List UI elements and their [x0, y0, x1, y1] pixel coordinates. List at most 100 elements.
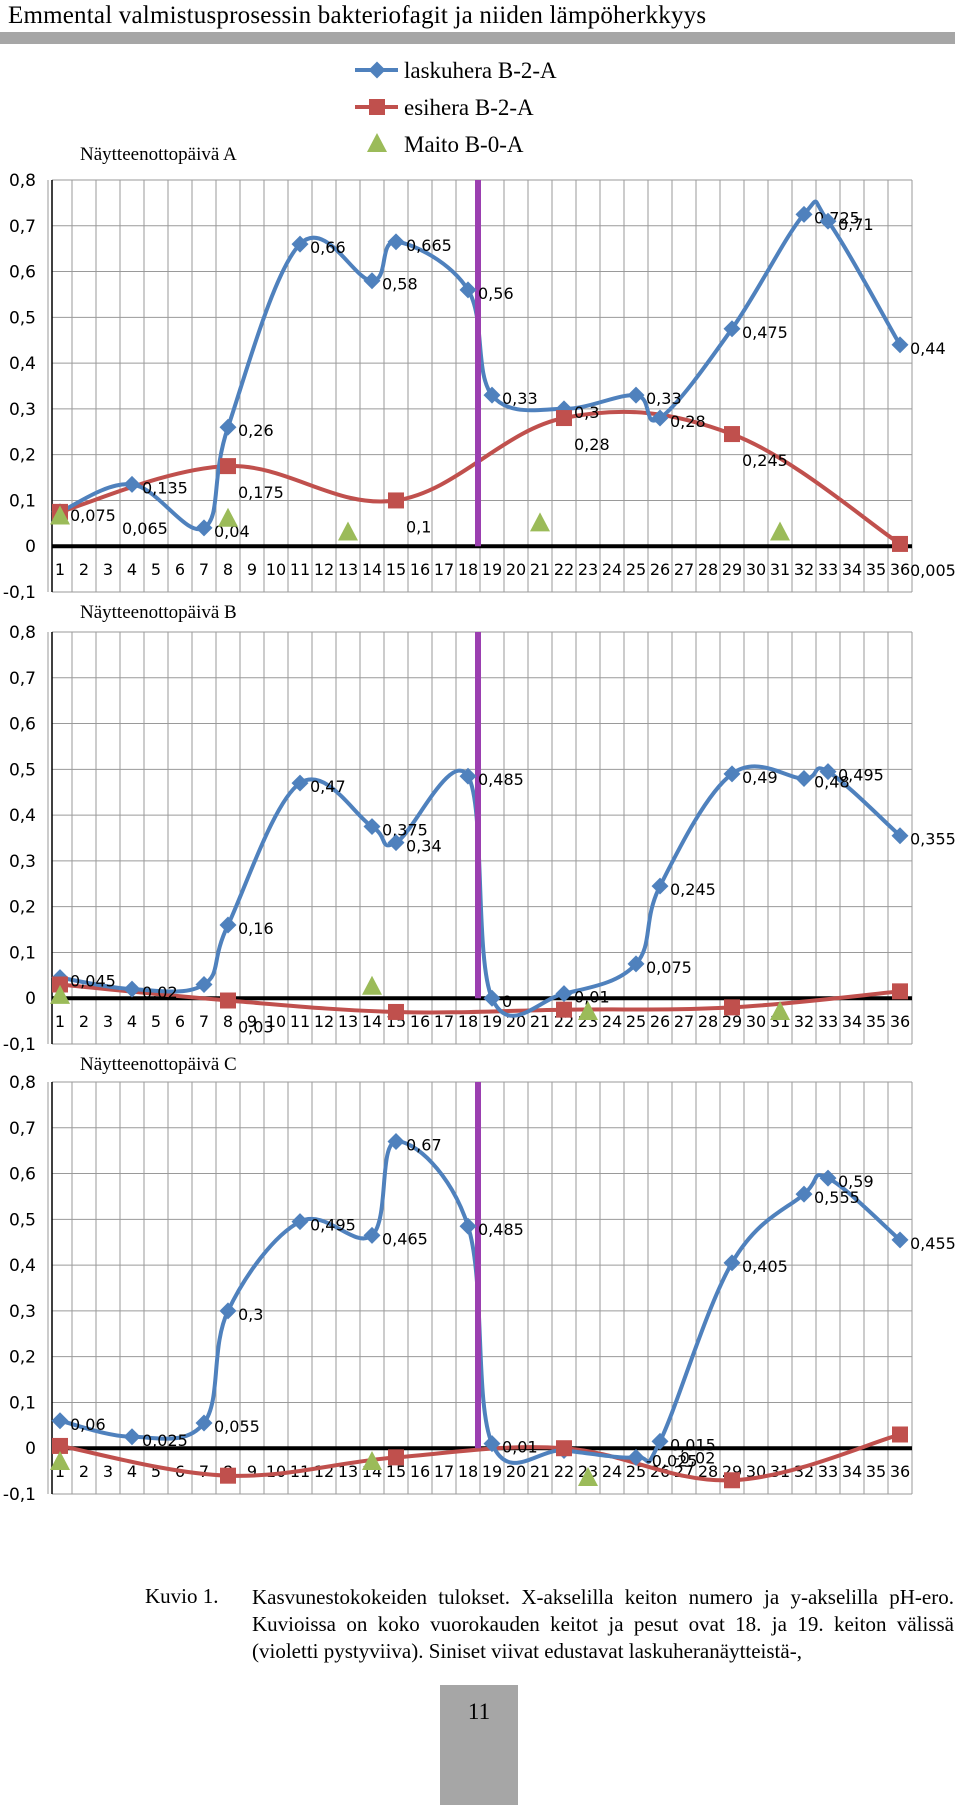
- x-tick-label: 20: [506, 1462, 526, 1481]
- x-tick-label: 3: [103, 1012, 113, 1031]
- data-label: 0,01: [574, 988, 610, 1007]
- data-label: 0,015: [670, 1435, 716, 1454]
- data-point-maito: [362, 975, 382, 995]
- data-label: 0,33: [502, 389, 538, 408]
- data-point-laskuhera: [219, 418, 237, 436]
- data-label: 0,175: [238, 483, 284, 502]
- x-tick-label: 2: [79, 1462, 89, 1481]
- data-label: 0,56: [478, 284, 514, 303]
- x-tick-label: 28: [698, 1462, 718, 1481]
- data-label: 0,1: [406, 517, 431, 536]
- data-point-esihera: [388, 492, 404, 509]
- data-point-laskuhera: [291, 1213, 309, 1231]
- data-point-maito: [362, 1450, 382, 1470]
- data-point-laskuhera: [195, 519, 213, 537]
- x-tick-label: 16: [410, 1462, 430, 1481]
- data-point-laskuhera: [555, 985, 573, 1003]
- data-point-laskuhera: [51, 1412, 69, 1430]
- data-point-esihera: [388, 1449, 404, 1466]
- data-point-laskuhera: [795, 1185, 813, 1203]
- data-label: 0,005: [910, 561, 956, 580]
- x-tick-label: 29: [722, 560, 742, 579]
- x-tick-label: 34: [842, 1012, 862, 1031]
- y-tick-label: 0,7: [9, 1119, 36, 1139]
- data-label: 0,135: [142, 478, 188, 497]
- data-point-laskuhera: [123, 475, 141, 493]
- x-tick-label: 24: [602, 1012, 622, 1031]
- y-tick-label: 0,6: [9, 715, 36, 735]
- data-label: 0,045: [70, 972, 116, 991]
- data-label: 0,245: [742, 451, 788, 470]
- x-tick-label: 15: [386, 1462, 406, 1481]
- data-label: 0,06: [70, 1415, 106, 1434]
- legend-marker-triangle: [367, 133, 387, 152]
- data-label: 0,16: [238, 919, 274, 938]
- data-point-laskuhera: [459, 767, 477, 785]
- x-tick-label: 9: [247, 560, 257, 579]
- x-tick-label: 3: [103, 1462, 113, 1481]
- data-point-maito: [530, 512, 550, 532]
- x-tick-label: 30: [746, 560, 766, 579]
- data-label: 0,28: [670, 412, 706, 431]
- x-tick-label: 26: [650, 1012, 670, 1031]
- x-tick-label: 8: [223, 560, 233, 579]
- y-tick-label: 0,6: [9, 1165, 36, 1185]
- x-tick-label: 28: [698, 560, 718, 579]
- data-point-laskuhera: [651, 877, 669, 895]
- x-tick-label: 25: [626, 1462, 646, 1481]
- x-tick-label: 16: [410, 560, 430, 579]
- data-point-laskuhera: [891, 336, 909, 354]
- data-point-esihera: [220, 1467, 236, 1484]
- data-label: -0,02: [674, 1448, 715, 1467]
- data-point-laskuhera: [483, 989, 501, 1007]
- x-tick-label: 36: [890, 1462, 910, 1481]
- y-tick-label: 0,8: [9, 171, 36, 191]
- y-tick-label: -0,1: [3, 583, 36, 603]
- data-point-maito: [578, 1000, 598, 1020]
- data-point-laskuhera: [123, 1428, 141, 1446]
- data-point-esihera: [724, 426, 740, 443]
- y-tick-label: 0,1: [9, 491, 36, 511]
- data-point-laskuhera: [219, 1302, 237, 1320]
- chart-panel: Näytteenottopäivä A -0,1 0 0,1 0,2 0,3 0,4 0,5 0…: [3, 144, 956, 603]
- data-point-maito: [578, 1466, 598, 1486]
- data-point-esihera: [892, 1426, 908, 1443]
- data-point-laskuhera: [651, 409, 669, 427]
- data-label: 0,59: [838, 1172, 874, 1191]
- y-tick-label: 0,7: [9, 217, 36, 237]
- x-tick-label: 24: [602, 560, 622, 579]
- data-label: 0,48: [814, 772, 850, 791]
- x-tick-label: 25: [626, 1012, 646, 1031]
- data-point-maito: [770, 1000, 790, 1020]
- x-tick-label: 32: [794, 560, 814, 579]
- series-line-esihera: [59, 409, 902, 546]
- x-tick-label: 35: [866, 560, 886, 579]
- data-label: 0,03: [238, 1018, 274, 1037]
- x-tick-label: 18: [458, 1462, 478, 1481]
- data-label: 0,065: [122, 519, 168, 538]
- x-tick-label: 14: [362, 1012, 382, 1031]
- legend-marker-diamond: [368, 61, 386, 79]
- x-tick-label: 17: [434, 1012, 454, 1031]
- x-tick-label: 1: [55, 560, 65, 579]
- x-tick-label: 30: [746, 1012, 766, 1031]
- y-tick-label: 0,3: [9, 400, 36, 420]
- legend-label: laskuhera B-2-A: [404, 58, 557, 83]
- x-tick-label: 25: [626, 560, 646, 579]
- x-tick-label: 19: [482, 1462, 502, 1481]
- x-tick-label: 2: [79, 1012, 89, 1031]
- panel-title: Näytteenottopäivä B: [80, 602, 237, 623]
- y-tick-label: 0,2: [9, 446, 36, 466]
- x-tick-label: 21: [530, 560, 550, 579]
- x-tick-label: 17: [434, 1462, 454, 1481]
- data-point-maito: [770, 521, 790, 541]
- data-point-esihera: [724, 1472, 740, 1489]
- y-tick-label: 0,6: [9, 263, 36, 283]
- data-label: 0,47: [310, 777, 346, 796]
- x-tick-label: 15: [386, 560, 406, 579]
- data-point-laskuhera: [627, 955, 645, 973]
- data-point-laskuhera: [291, 235, 309, 253]
- data-label: 0,075: [70, 506, 116, 525]
- x-tick-label: 19: [482, 1012, 502, 1031]
- x-tick-label: 33: [818, 560, 838, 579]
